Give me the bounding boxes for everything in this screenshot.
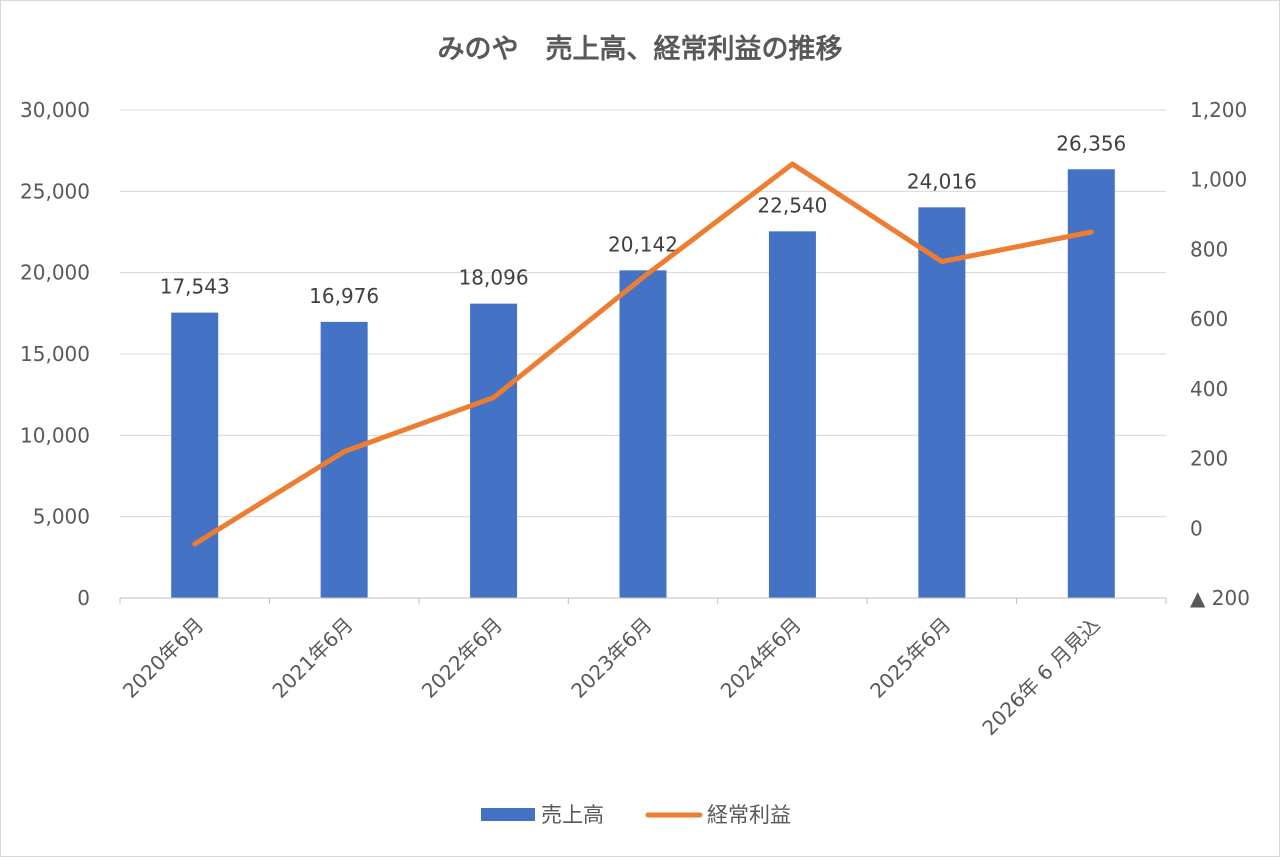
bar	[768, 231, 816, 598]
bar	[1067, 169, 1115, 598]
right-axis-tick-label: 200	[1190, 447, 1228, 471]
legend: 売上高 経常利益	[481, 803, 791, 827]
left-axis-tick-label: 5,000	[33, 505, 90, 529]
bar	[619, 270, 667, 598]
right-axis-tick-label: 1,200	[1190, 98, 1247, 122]
x-axis-category-label: 2023年6月	[566, 613, 656, 703]
chart-title: みのや 売上高、経常利益の推移	[438, 33, 843, 65]
right-axis-tick-label: 1,000	[1190, 168, 1247, 192]
x-axis-category-label: 2025年6月	[865, 613, 955, 703]
x-axis-labels: 2020年6月 2021年6月 2022年6月 2023年6月 2024年6月 2025年…	[118, 613, 1105, 741]
left-axis-tick-label: 15,000	[20, 342, 90, 366]
bar-data-label: 22,540	[757, 193, 827, 217]
bar-data-label: 18,096	[459, 266, 529, 290]
left-axis-ticks: 0 5,000 10,000 15,000 20,000 25,000 30,000	[20, 98, 90, 610]
right-axis-tick-label: 800	[1190, 237, 1228, 261]
x-axis-category-label: 2020年6月	[118, 613, 208, 703]
bar-data-label: 17,543	[160, 275, 230, 299]
bar	[171, 312, 219, 598]
right-axis-ticks: ▲ 200 0 200 400 600 800 1,000 1,200	[1190, 98, 1250, 610]
right-axis-tick-label: 600	[1190, 307, 1228, 331]
x-axis-category-label: 2024年6月	[716, 613, 806, 703]
right-axis-tick-label: 0	[1190, 516, 1203, 540]
legend-swatch-sales	[481, 808, 535, 821]
line-series	[192, 161, 1094, 547]
right-axis-tick-label: 400	[1190, 377, 1228, 401]
bar-data-labels: 17,543 16,976 18,096 20,142 22,540 24,016 26,3…	[160, 131, 1127, 308]
x-axis-category-label: 2026年 6 月見込	[977, 613, 1105, 741]
bar	[918, 207, 966, 599]
legend-label-profit: 経常利益	[707, 803, 791, 827]
right-axis-tick-label: ▲ 200	[1190, 586, 1250, 610]
bar-data-label: 26,356	[1056, 131, 1126, 155]
legend-label-sales: 売上高	[541, 803, 604, 827]
bar	[470, 303, 518, 598]
bar-data-label: 16,976	[309, 284, 379, 308]
left-axis-tick-label: 10,000	[20, 423, 90, 447]
left-axis-tick-label: 0	[77, 586, 90, 610]
x-axis-category-label: 2022年6月	[417, 613, 507, 703]
bar-data-label: 20,142	[608, 232, 678, 256]
bar-data-label: 24,016	[907, 169, 977, 193]
left-axis-tick-label: 20,000	[20, 261, 90, 285]
gridlines	[120, 109, 1166, 518]
left-axis-tick-label: 25,000	[20, 179, 90, 203]
x-axis	[119, 597, 1167, 604]
left-axis-tick-label: 30,000	[20, 98, 90, 122]
x-axis-category-label: 2021年6月	[267, 613, 357, 703]
